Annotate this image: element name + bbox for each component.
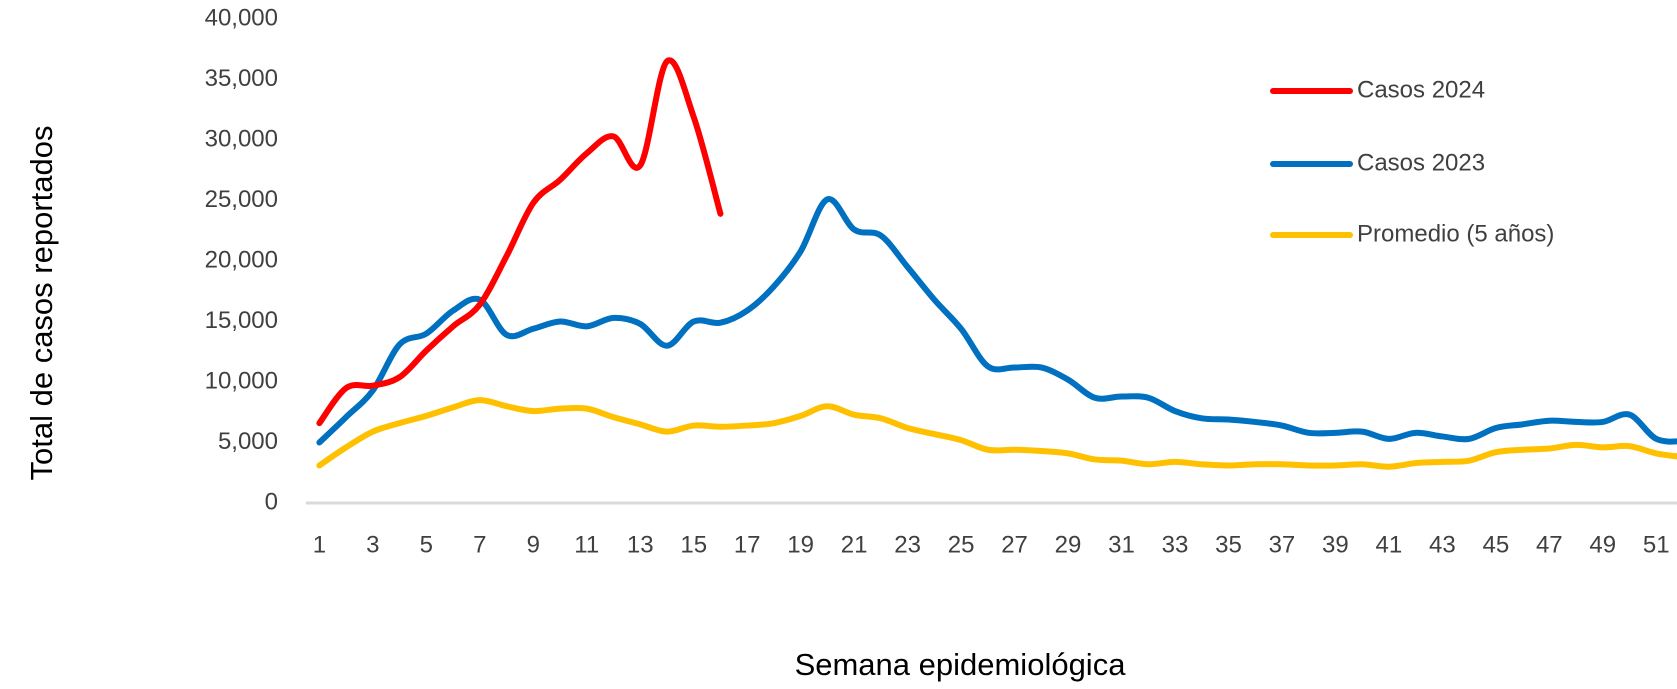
- x-tick-label: 11: [574, 531, 599, 558]
- series-line: [316, 196, 1677, 446]
- y-tick-label: 10,000: [205, 367, 278, 394]
- series-line: [316, 397, 1677, 470]
- x-tick-label: 7: [473, 531, 486, 558]
- y-tick-label: 5,000: [218, 428, 278, 455]
- x-tick-label: 21: [841, 531, 868, 558]
- x-tick-label: 41: [1376, 531, 1403, 558]
- y-axis-title: Total de casos reportados: [24, 126, 59, 481]
- x-tick-label: 25: [948, 531, 975, 558]
- x-tick-label: 39: [1322, 531, 1349, 558]
- y-tick-label: 30,000: [205, 125, 278, 152]
- x-tick-label: 1: [313, 531, 326, 558]
- y-tick-label: 35,000: [205, 65, 278, 92]
- x-tick-label: 37: [1269, 531, 1296, 558]
- legend-label: Promedio (5 años): [1357, 220, 1554, 247]
- x-tick-label: 13: [627, 531, 654, 558]
- x-tick-label: 27: [1001, 531, 1028, 558]
- x-tick-label: 51: [1643, 531, 1670, 558]
- x-tick-label: 47: [1536, 531, 1563, 558]
- x-tick-label: 29: [1055, 531, 1082, 558]
- x-tick-label: 15: [680, 531, 707, 558]
- x-tick-label: 3: [366, 531, 379, 558]
- series-line: [316, 57, 724, 427]
- legend-label: Casos 2023: [1357, 149, 1485, 176]
- x-tick-label: 45: [1482, 531, 1509, 558]
- y-tick-label: 40,000: [205, 4, 278, 31]
- x-tick-label: 5: [420, 531, 433, 558]
- x-tick-label: 31: [1108, 531, 1135, 558]
- x-tick-label: 33: [1162, 531, 1189, 558]
- x-tick-label: 23: [894, 531, 921, 558]
- x-tick-label: 17: [734, 531, 761, 558]
- y-tick-label: 25,000: [205, 186, 278, 213]
- y-tick-label: 20,000: [205, 246, 278, 273]
- x-axis-title: Semana epidemiológica: [795, 647, 1127, 682]
- x-tick-label: 49: [1589, 531, 1616, 558]
- y-tick-label: 15,000: [205, 307, 278, 334]
- x-tick-label: 9: [527, 531, 540, 558]
- x-tick-label: 19: [787, 531, 814, 558]
- x-tick-label: 43: [1429, 531, 1456, 558]
- y-tick-label: 0: [265, 488, 278, 515]
- x-tick-label: 35: [1215, 531, 1242, 558]
- legend-label: Casos 2024: [1357, 76, 1485, 103]
